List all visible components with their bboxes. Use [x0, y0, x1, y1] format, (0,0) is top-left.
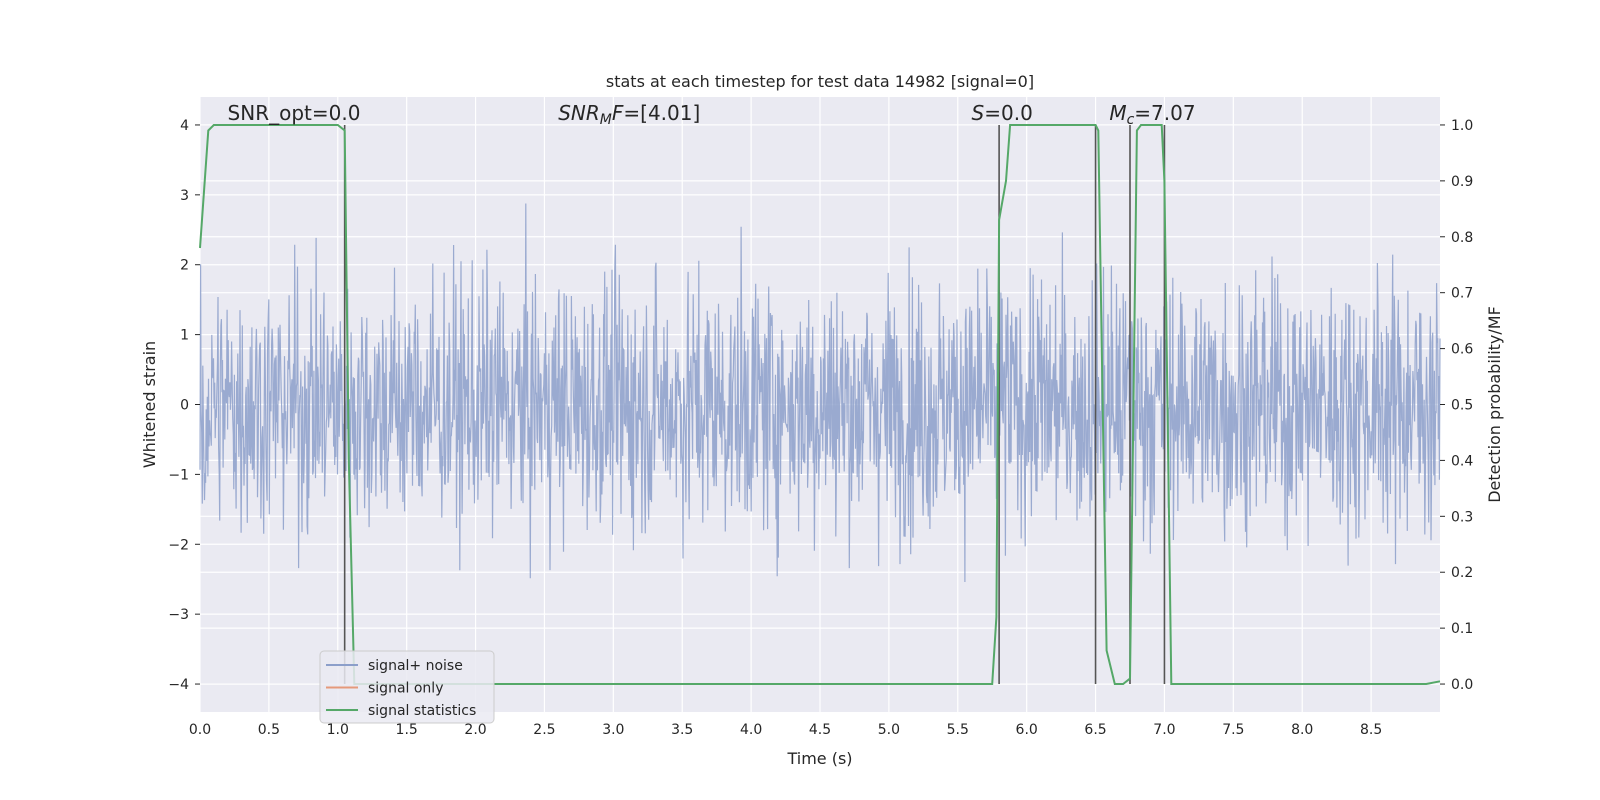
annotation-text: Mc=7.07 — [1109, 101, 1195, 128]
x-tick-label: 1.5 — [396, 722, 418, 738]
right-y-tick-label: 0.0 — [1451, 677, 1473, 693]
left-y-axis-label: Whitened strain — [140, 341, 159, 468]
x-tick-label: 0.5 — [258, 722, 280, 738]
x-tick-label: 3.5 — [671, 722, 693, 738]
legend-label: signal+ noise — [368, 658, 463, 674]
x-tick-label: 6.5 — [1084, 722, 1106, 738]
signal-noise-series — [199, 203, 1441, 583]
left-y-tick-label: 2 — [180, 258, 189, 274]
left-y-tick-label: −1 — [168, 467, 189, 483]
annotation-text: SNRMF=[4.01] — [558, 101, 700, 128]
right-y-tick-label: 0.3 — [1451, 509, 1473, 525]
left-y-tick-label: 4 — [180, 118, 189, 134]
x-tick-label: 5.5 — [947, 722, 969, 738]
chart-title: stats at each timestep for test data 149… — [606, 72, 1034, 91]
right-y-tick-label: 0.5 — [1451, 398, 1473, 414]
x-tick-label: 5.0 — [878, 722, 900, 738]
x-tick-label: 2.5 — [533, 722, 555, 738]
left-y-tick-label: 3 — [180, 188, 189, 204]
right-y-tick-label: 0.8 — [1451, 230, 1473, 246]
signal-statistics-line — [199, 124, 1441, 685]
right-y-tick-label: 0.6 — [1451, 342, 1473, 358]
right-y-tick-label: 0.1 — [1451, 621, 1473, 637]
x-tick-label: 8.5 — [1360, 722, 1382, 738]
right-y-tick-label: 0.7 — [1451, 286, 1473, 302]
right-y-tick-label: 1.0 — [1451, 118, 1473, 134]
signal-statistics-series — [199, 124, 1441, 685]
x-tick-label: 3.0 — [602, 722, 624, 738]
annotation-text: S=0.0 — [972, 101, 1033, 125]
left-y-tick-label: −4 — [168, 677, 189, 693]
x-tick-label: 7.0 — [1153, 722, 1175, 738]
legend-label: signal only — [368, 681, 443, 697]
x-tick-label: 7.5 — [1222, 722, 1244, 738]
legend-label: signal statistics — [368, 703, 476, 719]
left-y-tick-label: 1 — [180, 328, 189, 344]
x-tick-label: 4.0 — [740, 722, 762, 738]
left-y-tick-label: 0 — [180, 398, 189, 414]
x-tick-label: 6.0 — [1016, 722, 1038, 738]
right-y-tick-label: 0.4 — [1451, 453, 1473, 469]
legend: signal+ noise signal only signal statistic… — [319, 650, 495, 724]
ticks: 0.0 0.5 1.0 1.5 2.0 2.5 3.0 3.5 4.0 4.5 5.0 5.5 6.0 6… — [168, 118, 1473, 738]
legend-box — [319, 650, 495, 724]
right-y-tick-label: 0.2 — [1451, 565, 1473, 581]
x-tick-label: 8.0 — [1291, 722, 1313, 738]
x-tick-label: 0.0 — [189, 722, 211, 738]
left-y-tick-label: −3 — [168, 607, 189, 623]
signal-noise-line — [199, 203, 1441, 583]
annotations: SNR_opt=0.0 SNRMF=[4.01] S=0.0 Mc=7.07 — [228, 101, 1196, 128]
right-y-axis-label: Detection probability/MF — [1485, 306, 1504, 503]
x-tick-label: 4.5 — [809, 722, 831, 738]
x-tick-label: 2.0 — [464, 722, 486, 738]
annotation-text: SNR_opt=0.0 — [228, 101, 361, 125]
x-tick-label: 1.0 — [327, 722, 349, 738]
left-y-tick-label: −2 — [168, 537, 189, 553]
right-y-tick-label: 0.9 — [1451, 174, 1473, 190]
x-axis-label: Time (s) — [786, 749, 852, 768]
